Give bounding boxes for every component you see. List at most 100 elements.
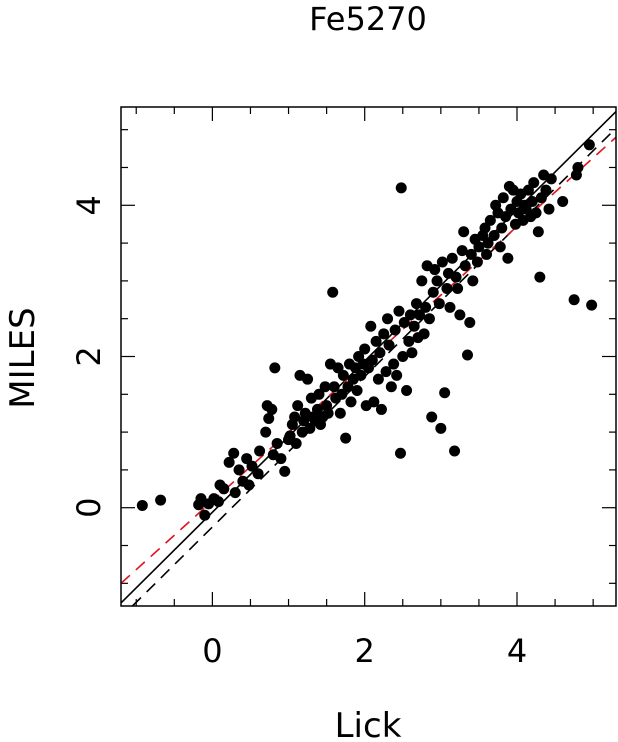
data-point	[450, 271, 462, 283]
plot-frame	[120, 106, 617, 607]
data-point	[252, 468, 264, 480]
y-tick-label: 4	[70, 195, 108, 215]
data-point	[368, 396, 380, 408]
data-point	[452, 282, 464, 294]
data-point	[427, 286, 439, 298]
data-point	[334, 407, 346, 419]
data-point	[408, 320, 420, 332]
data-point	[345, 396, 357, 408]
data-point	[471, 256, 483, 268]
data-point	[540, 184, 552, 196]
data-point	[545, 173, 557, 185]
data-point	[436, 256, 448, 268]
data-point	[583, 139, 595, 151]
data-point	[269, 362, 281, 374]
data-point	[365, 320, 377, 332]
data-point	[441, 282, 453, 294]
data-point	[393, 305, 405, 317]
data-point	[459, 260, 471, 272]
data-point	[439, 387, 451, 399]
data-point	[212, 496, 224, 508]
data-point	[467, 275, 479, 287]
data-point	[404, 309, 416, 321]
data-point	[532, 226, 544, 238]
data-point	[370, 335, 382, 347]
data-point	[403, 335, 415, 347]
data-point	[228, 447, 240, 459]
data-point	[426, 411, 438, 423]
data-point	[462, 349, 473, 361]
data-point	[136, 499, 148, 511]
data-point	[446, 252, 458, 264]
data-point	[528, 177, 540, 189]
data-point	[385, 381, 397, 393]
data-point	[374, 347, 386, 359]
data-point	[383, 339, 395, 351]
data-point	[302, 373, 314, 385]
data-point	[388, 358, 400, 370]
data-point	[586, 299, 598, 311]
data-point	[336, 388, 348, 400]
data-point	[497, 192, 509, 204]
data-point	[458, 226, 470, 238]
data-point	[355, 369, 367, 381]
x-tick-label: 4	[507, 632, 527, 670]
data-point	[319, 381, 331, 393]
data-point	[431, 275, 443, 287]
data-point	[233, 464, 245, 476]
y-tick-label: 2	[70, 346, 108, 366]
data-point	[557, 196, 569, 208]
data-point	[488, 230, 500, 242]
data-point	[416, 275, 428, 287]
red-fit-line	[120, 136, 617, 584]
data-point	[322, 407, 334, 419]
data-point	[429, 264, 441, 276]
data-point	[246, 460, 258, 472]
data-point	[420, 301, 432, 313]
data-point	[534, 271, 546, 283]
data-point	[199, 509, 211, 521]
data-point	[289, 411, 301, 423]
data-point	[494, 241, 506, 253]
data-point	[481, 248, 493, 260]
data-point	[397, 351, 409, 362]
data-point	[263, 412, 275, 424]
data-point	[449, 445, 461, 457]
data-point	[526, 196, 538, 208]
data-point	[372, 373, 384, 385]
data-point	[456, 245, 468, 257]
data-point	[359, 343, 371, 355]
data-point	[391, 369, 403, 381]
data-point	[568, 294, 580, 306]
data-point	[433, 298, 445, 310]
data-point	[292, 400, 304, 412]
data-point	[414, 309, 426, 321]
data-point	[444, 301, 456, 313]
data-point	[484, 214, 496, 226]
data-point	[366, 354, 378, 366]
data-point	[410, 298, 422, 310]
data-point	[382, 313, 394, 325]
data-point	[464, 316, 476, 328]
data-point	[351, 385, 363, 397]
data-point	[313, 388, 325, 400]
data-point	[260, 426, 272, 438]
data-point	[406, 347, 418, 359]
data-point	[572, 161, 584, 173]
data-point	[398, 316, 410, 328]
data-point	[502, 252, 514, 264]
y-axis-label: MILES	[3, 307, 43, 408]
data-point	[375, 403, 387, 415]
data-point	[279, 465, 291, 477]
y-tick-label: 0	[70, 498, 108, 518]
data-point	[394, 447, 406, 459]
data-point	[340, 432, 352, 444]
data-point	[218, 483, 230, 495]
data-point	[473, 241, 485, 253]
data-point	[327, 286, 339, 298]
data-point	[380, 366, 392, 378]
data-point	[423, 313, 435, 325]
data-point	[271, 437, 283, 449]
data-point	[395, 182, 407, 194]
